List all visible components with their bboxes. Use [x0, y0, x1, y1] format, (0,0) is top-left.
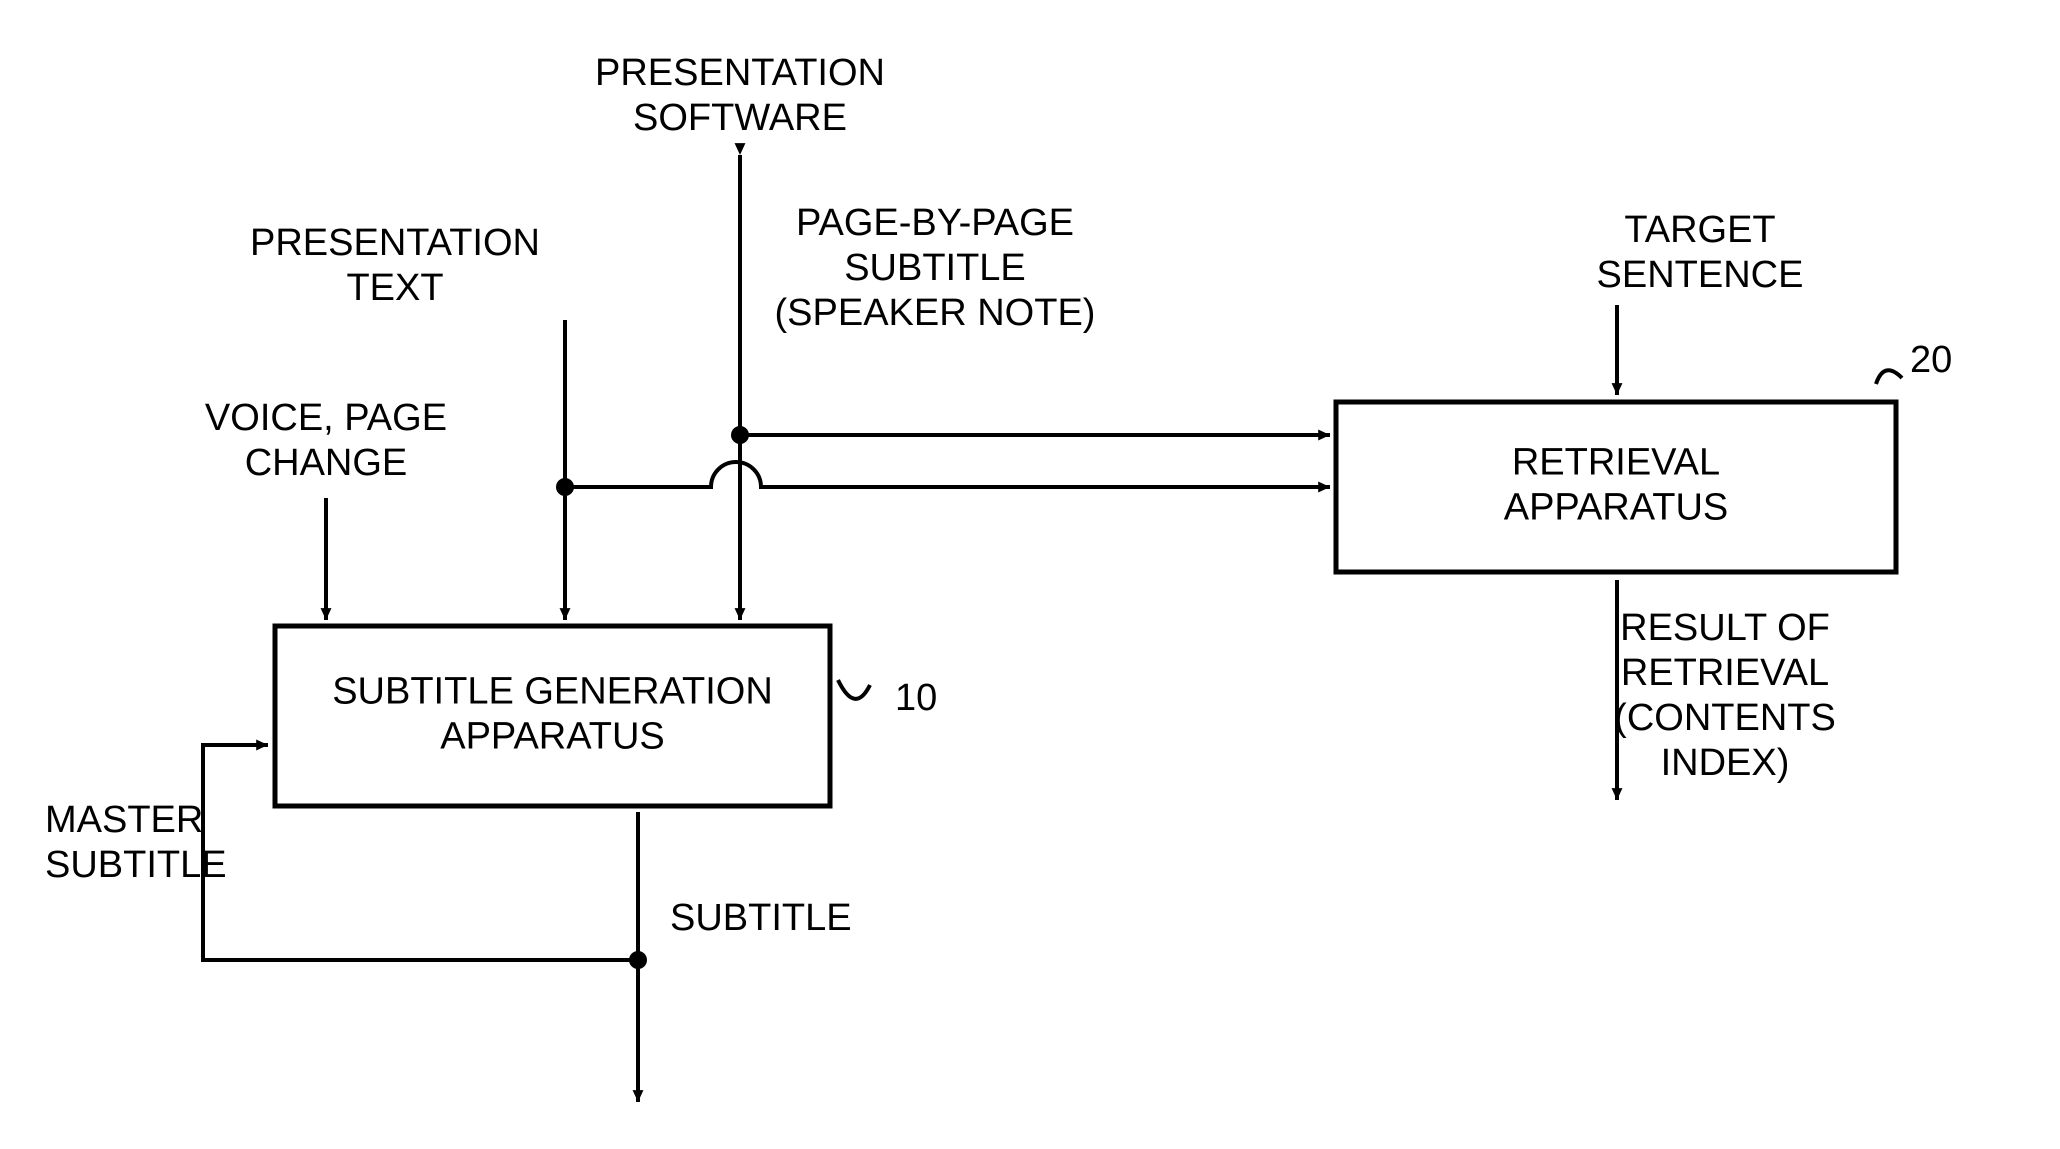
- label-voice_page_change: VOICE, PAGE: [205, 397, 447, 439]
- label-presentation_software: PRESENTATION: [595, 52, 885, 94]
- edge-pres-text-branch-right-with-hop: [565, 462, 1330, 487]
- label-ref20: 20: [1910, 339, 1952, 381]
- label-result_retrieval: INDEX): [1661, 742, 1790, 784]
- label-presentation_software: SOFTWARE: [633, 97, 847, 139]
- edge-ref20-tick: [1876, 370, 1902, 384]
- label-presentation_text: TEXT: [346, 267, 443, 309]
- label-result_retrieval: RETRIEVAL: [1621, 652, 1829, 694]
- boxes-layer: SUBTITLE GENERATIONAPPARATUSRETRIEVALAPP…: [275, 402, 1896, 806]
- label-page_by_page: PAGE-BY-PAGE: [796, 202, 1074, 244]
- junction-dot: [556, 478, 574, 496]
- label-target_sentence: SENTENCE: [1597, 254, 1804, 296]
- label-result_retrieval: (CONTENTS: [1614, 697, 1836, 739]
- label-page_by_page: (SPEAKER NOTE): [775, 292, 1096, 334]
- label-ref10: 10: [895, 677, 937, 719]
- junction-dot: [629, 951, 647, 969]
- label-master_subtitle: SUBTITLE: [45, 844, 227, 886]
- junction-dot: [731, 426, 749, 444]
- node-subtitle_gen-label: APPARATUS: [440, 715, 665, 757]
- label-result_retrieval: RESULT OF: [1620, 607, 1830, 649]
- label-voice_page_change: CHANGE: [245, 442, 408, 484]
- diagram-canvas: SUBTITLE GENERATIONAPPARATUSRETRIEVALAPP…: [0, 0, 2060, 1149]
- label-target_sentence: TARGET: [1624, 209, 1775, 251]
- node-retrieval-label: APPARATUS: [1504, 486, 1729, 528]
- label-master_subtitle: MASTER: [45, 799, 203, 841]
- label-subtitle: SUBTITLE: [670, 897, 852, 939]
- node-retrieval-label: RETRIEVAL: [1512, 442, 1720, 484]
- label-page_by_page: SUBTITLE: [844, 247, 1026, 289]
- label-presentation_text: PRESENTATION: [250, 222, 540, 264]
- node-subtitle_gen-label: SUBTITLE GENERATION: [332, 671, 773, 713]
- edge-ref10-tick: [838, 680, 870, 699]
